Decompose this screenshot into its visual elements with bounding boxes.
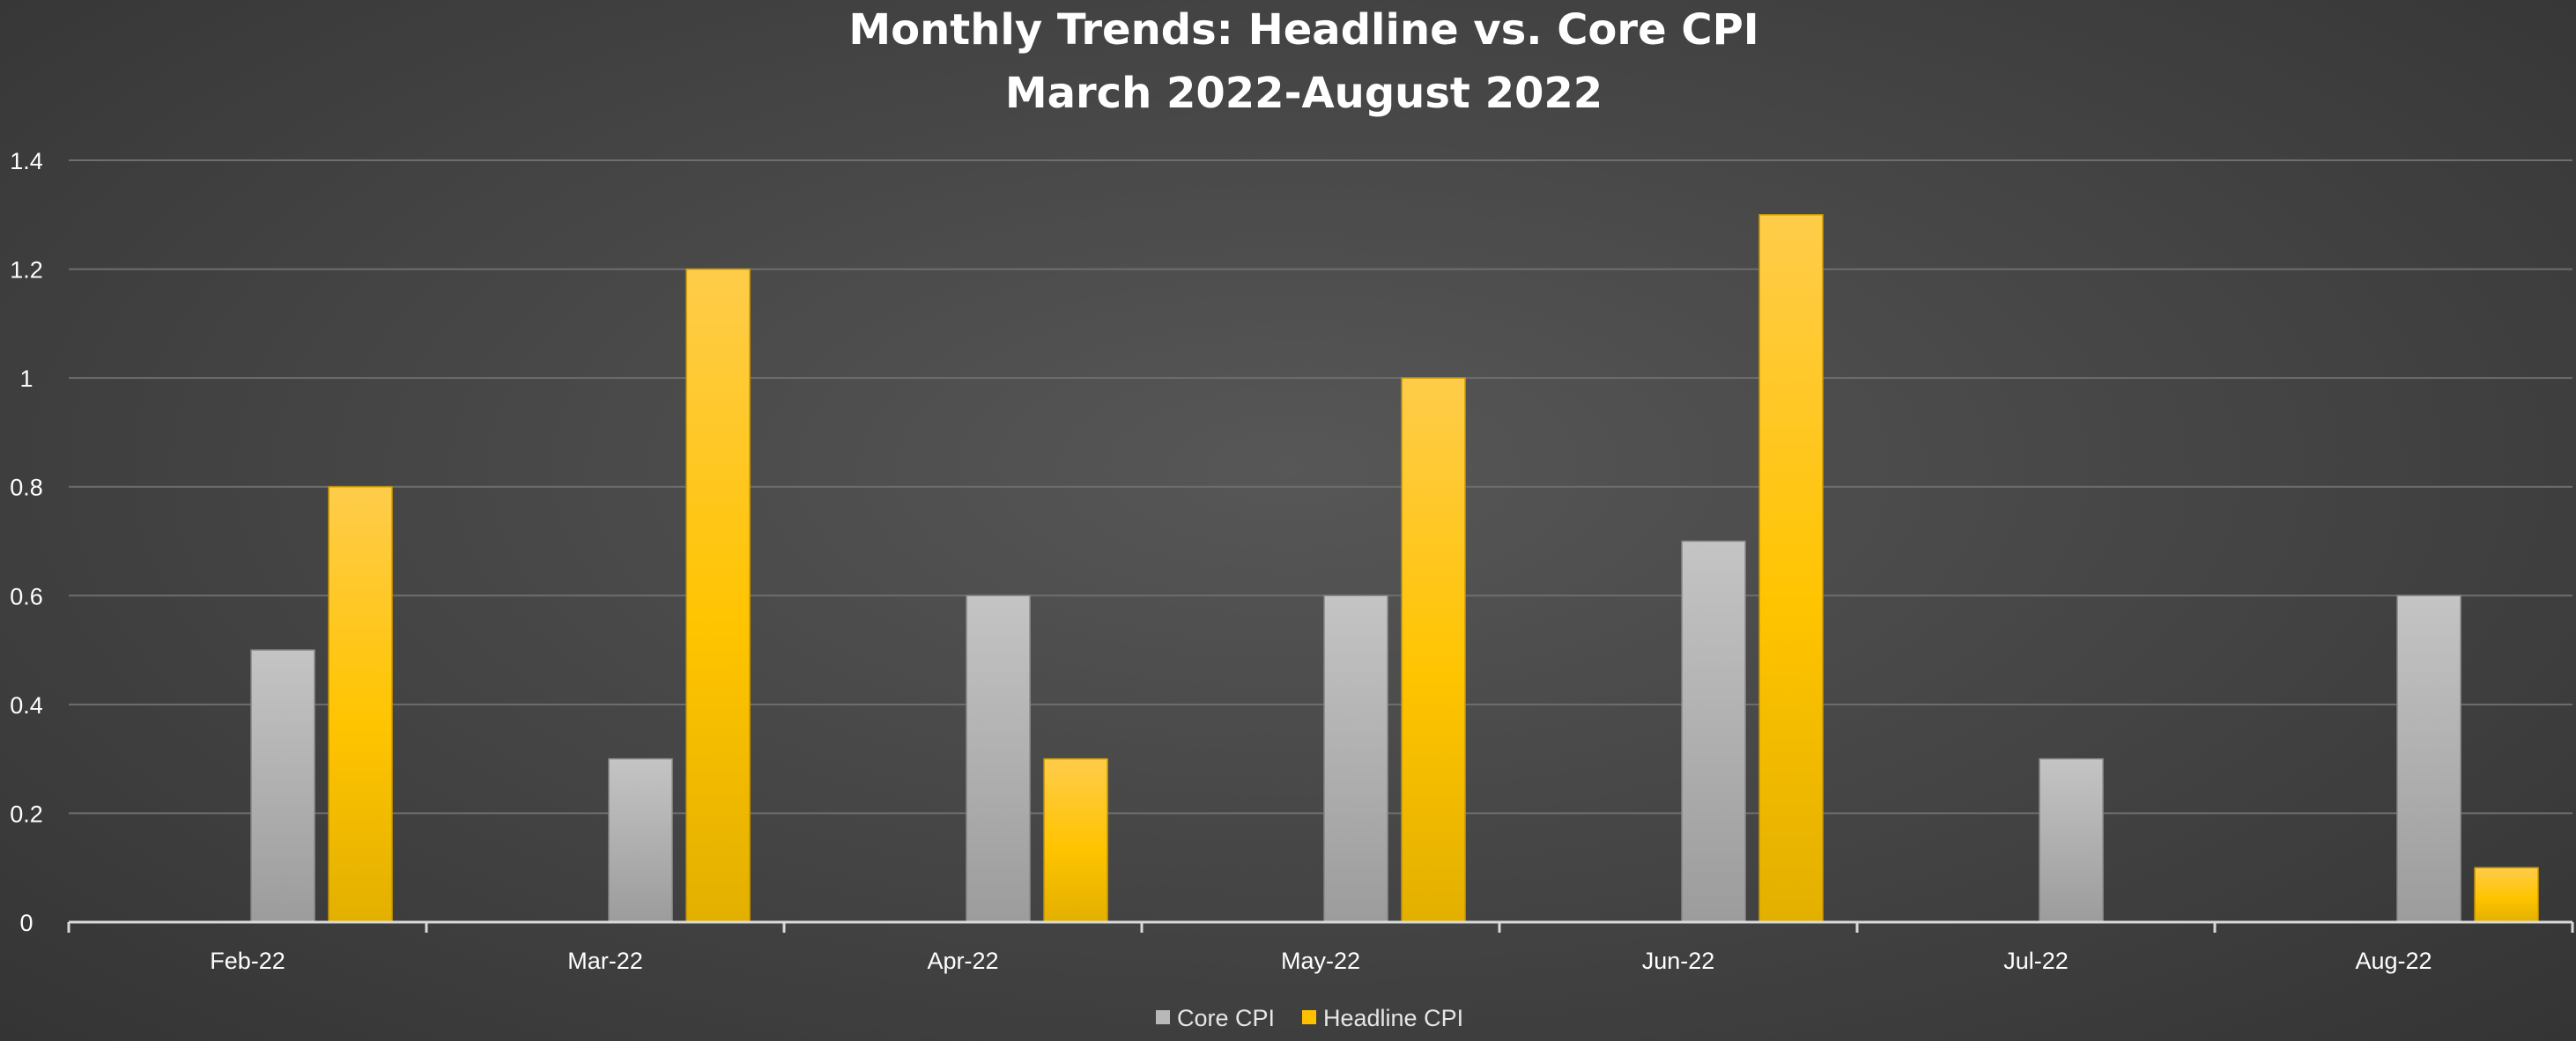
bar-core-cpi-feb-22	[250, 649, 315, 923]
x-tick-label: May-22	[1281, 948, 1360, 974]
bar-core-cpi-jun-22	[1681, 540, 1746, 923]
x-tick-label: Feb-22	[210, 948, 285, 974]
y-tick-label: 0.4	[10, 692, 43, 719]
bar-headline-cpi-feb-22	[328, 485, 393, 923]
legend-label: Headline CPI	[1323, 1005, 1463, 1031]
bar-core-cpi-mar-22	[608, 757, 673, 923]
y-tick-label: 0.6	[10, 583, 43, 609]
y-tick-label: 0	[19, 910, 33, 936]
legend: Core CPI Headline CPI	[1156, 1005, 1463, 1031]
bar-headline-cpi-apr-22	[1043, 757, 1108, 923]
y-axis-tick-labels: 0 0.2 0.4 0.6 0.8 1 1.2 1.4	[10, 148, 43, 936]
bar-headline-cpi-mar-22	[685, 268, 751, 923]
y-tick-label: 1.2	[10, 257, 43, 284]
x-axis-tick-labels: Feb-22 Mar-22 Apr-22 May-22 Jun-22 Jul-22 Aug-…	[210, 948, 2432, 974]
legend-swatch	[1302, 1010, 1316, 1024]
bar-headline-cpi-may-22	[1401, 377, 1466, 923]
bar-core-cpi-aug-22	[2396, 594, 2461, 923]
bar-core-cpi-jul-22	[2039, 757, 2104, 923]
x-tick-label: Jun-22	[1642, 948, 1715, 974]
chart-title-line-1: Monthly Trends: Headline vs. Core CPI	[848, 5, 1758, 55]
chart-title-line-2: March 2022-August 2022	[1005, 69, 1603, 118]
x-tick-label: Apr-22	[927, 948, 998, 974]
x-axis	[67, 920, 2574, 933]
y-tick-label: 0.8	[10, 475, 43, 501]
y-tick-label: 0.2	[10, 801, 43, 827]
gridlines	[69, 159, 2572, 815]
bar-headline-cpi-aug-22	[2474, 867, 2539, 923]
y-tick-label: 1	[19, 365, 33, 392]
x-tick-label: Jul-22	[2003, 948, 2069, 974]
y-tick-label: 1.4	[10, 148, 43, 174]
bar-headline-cpi-jun-22	[1758, 214, 1824, 923]
bar-core-cpi-apr-22	[966, 594, 1031, 923]
legend-swatch	[1156, 1010, 1170, 1024]
legend-label: Core CPI	[1177, 1005, 1275, 1031]
bar-core-cpi-may-22	[1323, 594, 1388, 923]
bars	[250, 214, 2539, 923]
x-tick-label: Aug-22	[2355, 948, 2432, 974]
x-tick-label: Mar-22	[567, 948, 643, 974]
